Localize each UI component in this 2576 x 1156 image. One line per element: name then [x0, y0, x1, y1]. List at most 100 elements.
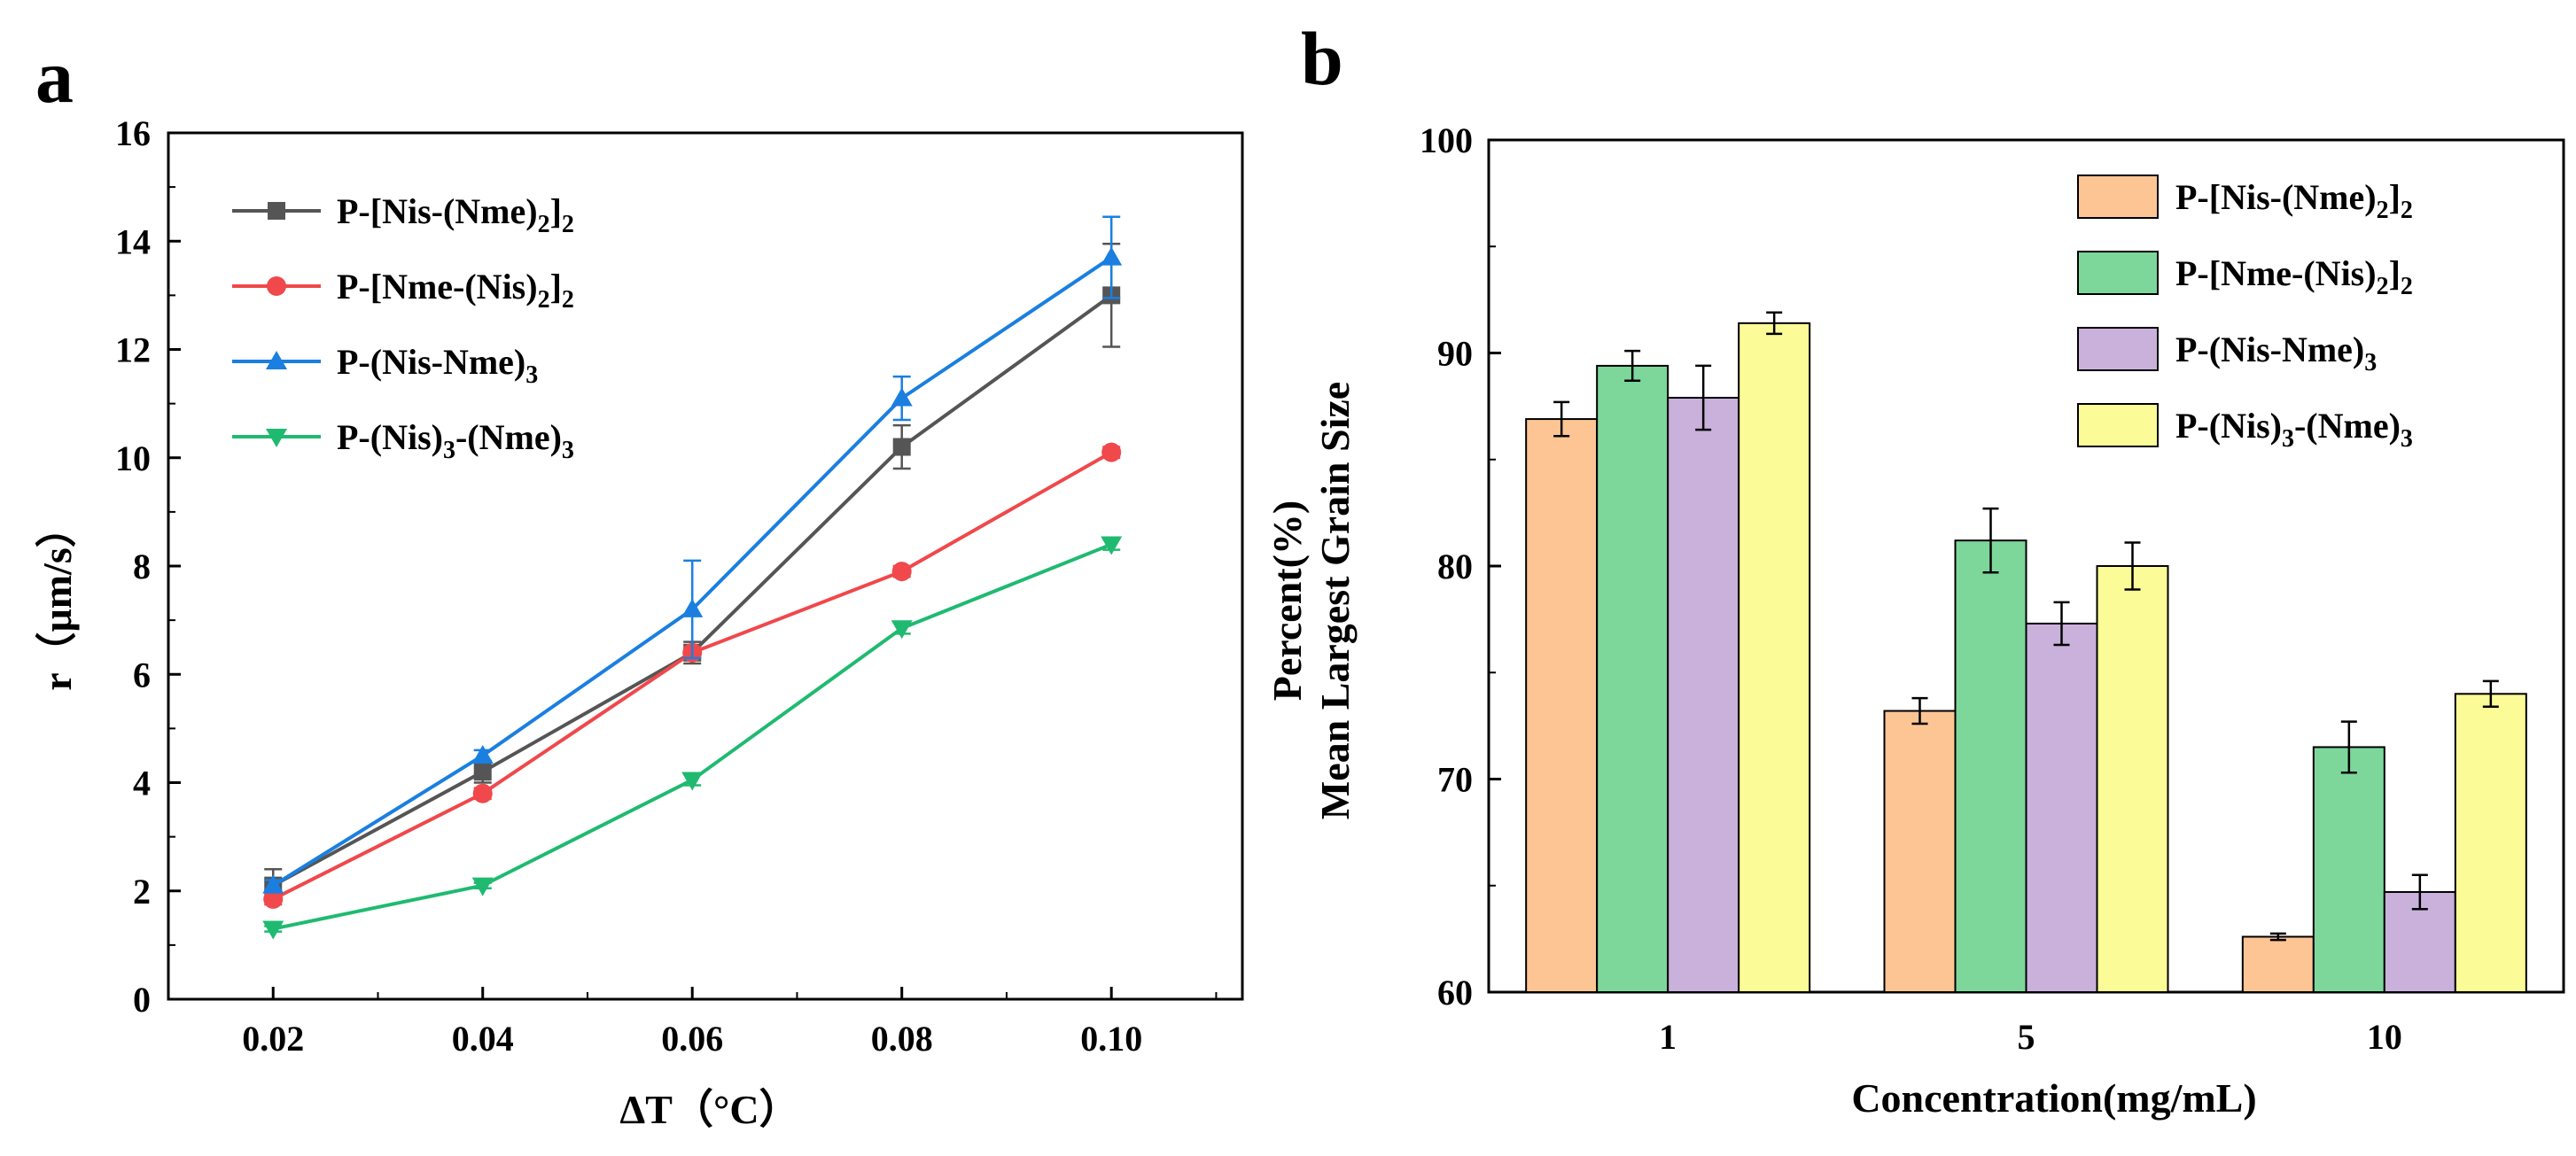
panel-label-a: a: [35, 34, 74, 119]
data-point: [892, 438, 911, 456]
bar: [1954, 539, 2027, 993]
legend-label-0: P-[Nis-(Nme)2]2: [337, 191, 574, 238]
data-point: [891, 620, 913, 640]
bar: [1525, 418, 1599, 993]
legend-label-3-part-0: 3: [443, 437, 455, 464]
legend-label-1: P-[Nme-(Nis)2]2: [2175, 253, 2413, 300]
chart-a-xtick-label: 0.10: [1080, 1019, 1142, 1059]
chart-a-ytick-label: 12: [115, 330, 151, 370]
legend-label-3-part-2: 3: [2401, 425, 2413, 453]
legend-label-3-part-1: -(Nme): [2294, 406, 2401, 446]
chart-a-ytick-label: 8: [133, 547, 151, 586]
legend-label-1-main: P-[Nme-(Nis): [337, 267, 538, 306]
chart-a-ytick-label: 10: [115, 438, 151, 478]
data-point: [1101, 536, 1123, 555]
bar: [1667, 397, 1740, 993]
chart-a-ytick-label: 14: [115, 221, 151, 261]
chart-a-ytick-label: 0: [133, 980, 151, 1020]
bar: [1738, 322, 1811, 993]
legend-label-1-part-2: 2: [2401, 273, 2413, 300]
legend-label-2-main: P-(Nis-Nme): [337, 342, 525, 382]
legend-label-2: P-(Nis-Nme)3: [337, 342, 538, 389]
legend-label-2: P-(Nis-Nme)3: [2175, 330, 2377, 376]
chart-a-xlabel: ΔT（°C）: [619, 1087, 799, 1132]
legend-marker-0: [268, 202, 285, 220]
legend-label-3-main: P-(Nis): [337, 417, 443, 457]
legend-label-0-part-1: ]: [550, 191, 562, 231]
bar: [1883, 710, 1957, 993]
data-point: [262, 920, 284, 940]
legend-label-1: P-[Nme-(Nis)2]2: [337, 267, 574, 314]
data-point: [473, 763, 492, 781]
legend-swatch-0: [2077, 175, 2159, 219]
data-point: [681, 772, 704, 791]
chart-a-xtick-label: 0.06: [661, 1019, 723, 1059]
chart-a-xtick-label: 0.04: [452, 1019, 514, 1059]
chart-b-ylabel-line2: Mean Largest Grain Size: [1312, 382, 1358, 819]
data-point: [1101, 442, 1122, 462]
data-point: [681, 598, 704, 617]
legend-label-1-main: P-[Nme-(Nis): [2175, 253, 2377, 293]
legend-label-1-part-0: 2: [538, 286, 550, 314]
line-chart-a: 0 2 4 6 8 10 12 14 16 0.02 0.04 0.06 0.08 0.10 P-[Nis-…: [115, 113, 1244, 1059]
bar: [2241, 935, 2315, 993]
legend-label-2-main: P-(Nis-Nme): [2175, 330, 2364, 369]
data-point: [472, 783, 493, 803]
chart-b-xtick-label: 1: [1659, 1017, 1677, 1057]
legend-label-0-part-1: ]: [2389, 177, 2401, 217]
data-point: [471, 877, 494, 896]
chart-b-ytick-label: 90: [1437, 334, 1473, 374]
bar: [2312, 746, 2385, 993]
data-point: [891, 387, 913, 407]
legend-label-1-part-1: ]: [550, 267, 562, 306]
chart-a-ylabel: r（μm/s）: [35, 507, 80, 691]
legend-label-2-part-0: 3: [2364, 349, 2377, 376]
chart-b-xtick-label: 5: [2018, 1017, 2035, 1057]
chart-a-ytick-label: 2: [133, 872, 151, 912]
bar: [2454, 693, 2527, 993]
chart-b-ytick-label: 70: [1437, 760, 1473, 800]
data-point: [891, 562, 912, 582]
legend-label-0-part-0: 2: [538, 211, 550, 238]
legend-swatch-3: [2077, 403, 2159, 447]
legend-label-0-part-2: 2: [562, 211, 574, 238]
chart-a-ytick-label: 16: [115, 113, 151, 153]
legend-label-2-part-0: 3: [525, 361, 538, 389]
chart-a-ytick-label: 6: [133, 655, 151, 694]
chart-b-ytick-label: 80: [1437, 547, 1473, 586]
legend-label-3: P-(Nis)3-(Nme)3: [337, 417, 574, 464]
legend-label-0-main: P-[Nis-(Nme): [2175, 177, 2377, 217]
legend-label-3-part-1: -(Nme): [455, 417, 562, 457]
legend-marker-2: [266, 351, 287, 369]
panel-label-b: b: [1301, 16, 1343, 101]
series-line-1: [272, 450, 1113, 901]
chart-b-ylabel-line1: Percent(%): [1265, 500, 1310, 701]
legend-marker-3: [266, 429, 287, 447]
legend-label-1-part-1: ]: [2389, 253, 2401, 293]
chart-b-ytick-label: 60: [1437, 973, 1473, 1012]
data-point: [1101, 246, 1123, 266]
legend-label-3-main: P-(Nis): [2175, 406, 2282, 446]
legend-label-1-part-0: 2: [2377, 273, 2389, 300]
legend-swatch-1: [2077, 251, 2159, 295]
legend-label-3-part-2: 3: [562, 437, 574, 464]
data-point: [263, 888, 284, 909]
chart-a-xtick-label: 0.02: [242, 1019, 304, 1059]
legend-label-0: P-[Nis-(Nme)2]2: [2175, 177, 2413, 224]
chart-a-ytick-label: 4: [133, 764, 151, 803]
legend-swatch-2: [2077, 327, 2159, 371]
legend-marker-1: [267, 276, 286, 296]
legend-label-3-part-0: 3: [2282, 425, 2294, 453]
bar: [1596, 364, 1669, 993]
chart-b-xtick-label: 10: [2367, 1017, 2402, 1057]
legend-label-0-part-2: 2: [2401, 197, 2413, 224]
chart-b-ytick-label: 100: [1420, 120, 1473, 160]
data-point: [262, 874, 284, 894]
bar: [2025, 622, 2098, 993]
legend-label-0-part-0: 2: [2377, 197, 2389, 224]
chart-a-xtick-label: 0.08: [871, 1019, 933, 1059]
bar: [2096, 565, 2169, 993]
legend-label-0-main: P-[Nis-(Nme): [337, 191, 538, 231]
